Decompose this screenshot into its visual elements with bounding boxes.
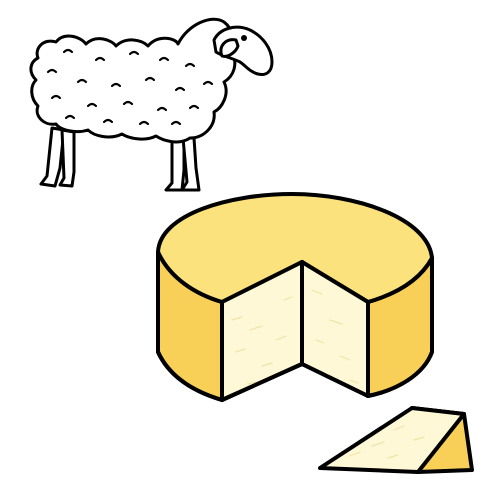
sheep-body [29, 17, 237, 144]
cheese-wedge [318, 406, 474, 474]
sheep-wool-texture [46, 48, 214, 126]
sheep-legs [39, 126, 201, 192]
cheese-wheel-cut-edge [220, 260, 370, 402]
cheese-wedge-texture [349, 425, 425, 459]
sheep-illustration [29, 17, 274, 192]
cheese-wheel [156, 192, 434, 402]
cheese-wedge-face [318, 406, 466, 474]
cheese-wheel-cut-texture [231, 289, 359, 385]
sheep-ear [219, 38, 240, 58]
sheep-eye [241, 35, 247, 41]
cheese-wheel-top [156, 192, 434, 304]
